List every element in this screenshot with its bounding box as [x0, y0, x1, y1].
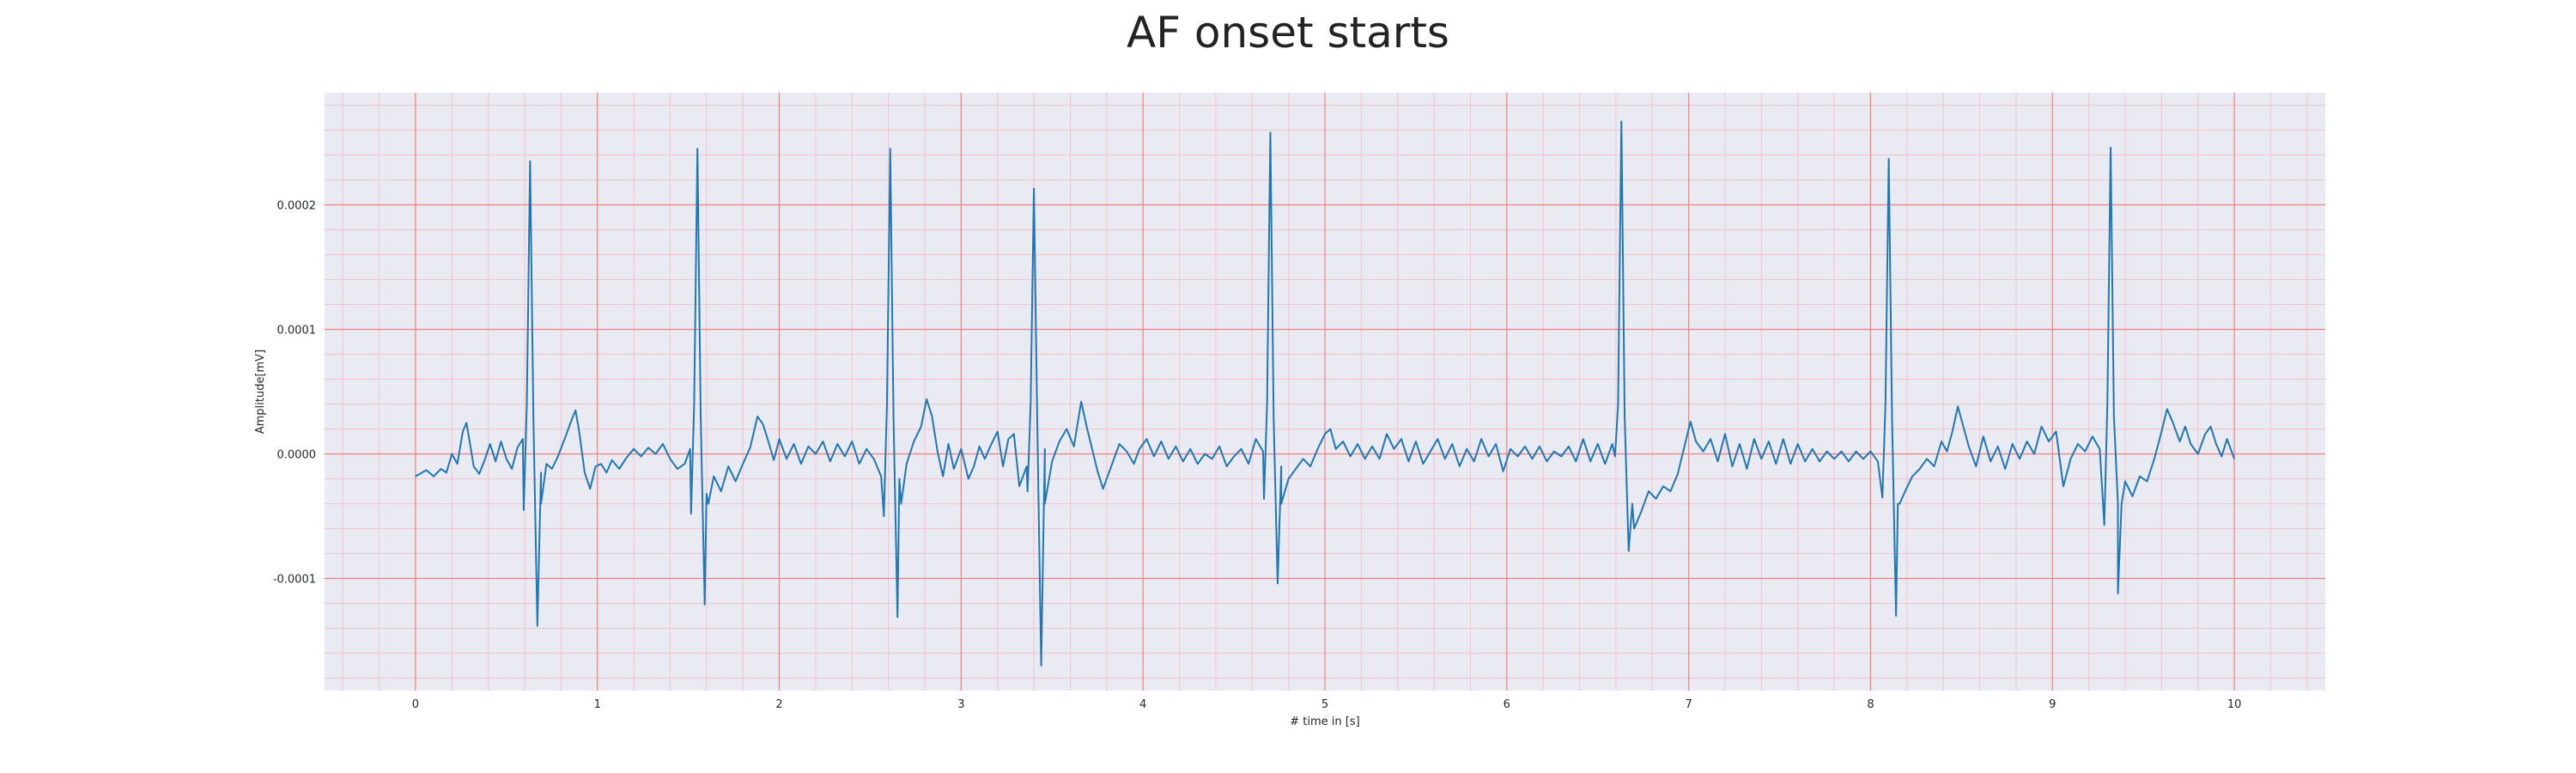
x-tick-label: 8 — [1867, 698, 1874, 711]
y-axis-ticks: -0.0001 0.0000 0.0001 0.0002 — [273, 200, 316, 587]
y-tick-label: 0.0001 — [277, 325, 317, 338]
major-grid — [325, 93, 2325, 691]
ecg-series-line — [415, 120, 2236, 666]
x-tick-label: 0 — [412, 698, 419, 711]
y-tick-label: -0.0001 — [273, 574, 316, 587]
y-tick-label: 0.0002 — [277, 200, 317, 213]
x-tick-label: 9 — [2049, 698, 2056, 711]
x-tick-label: 3 — [957, 698, 964, 711]
x-tick-label: 10 — [2227, 698, 2242, 711]
x-tick-label: 7 — [1685, 698, 1692, 711]
x-tick-label: 5 — [1321, 698, 1328, 711]
x-tick-label: 6 — [1504, 698, 1510, 711]
x-axis-label: # time in [s] — [1290, 715, 1359, 728]
x-tick-label: 2 — [775, 698, 782, 711]
x-tick-label: 4 — [1139, 698, 1146, 711]
x-tick-label: 1 — [594, 698, 601, 711]
y-tick-label: 0.0000 — [277, 449, 317, 462]
y-axis-label: Amplitude[mV] — [254, 350, 267, 434]
x-axis-ticks: 0 1 2 3 4 5 6 7 8 9 10 — [412, 698, 2242, 711]
chart-title: AF onset starts — [1127, 8, 1449, 58]
